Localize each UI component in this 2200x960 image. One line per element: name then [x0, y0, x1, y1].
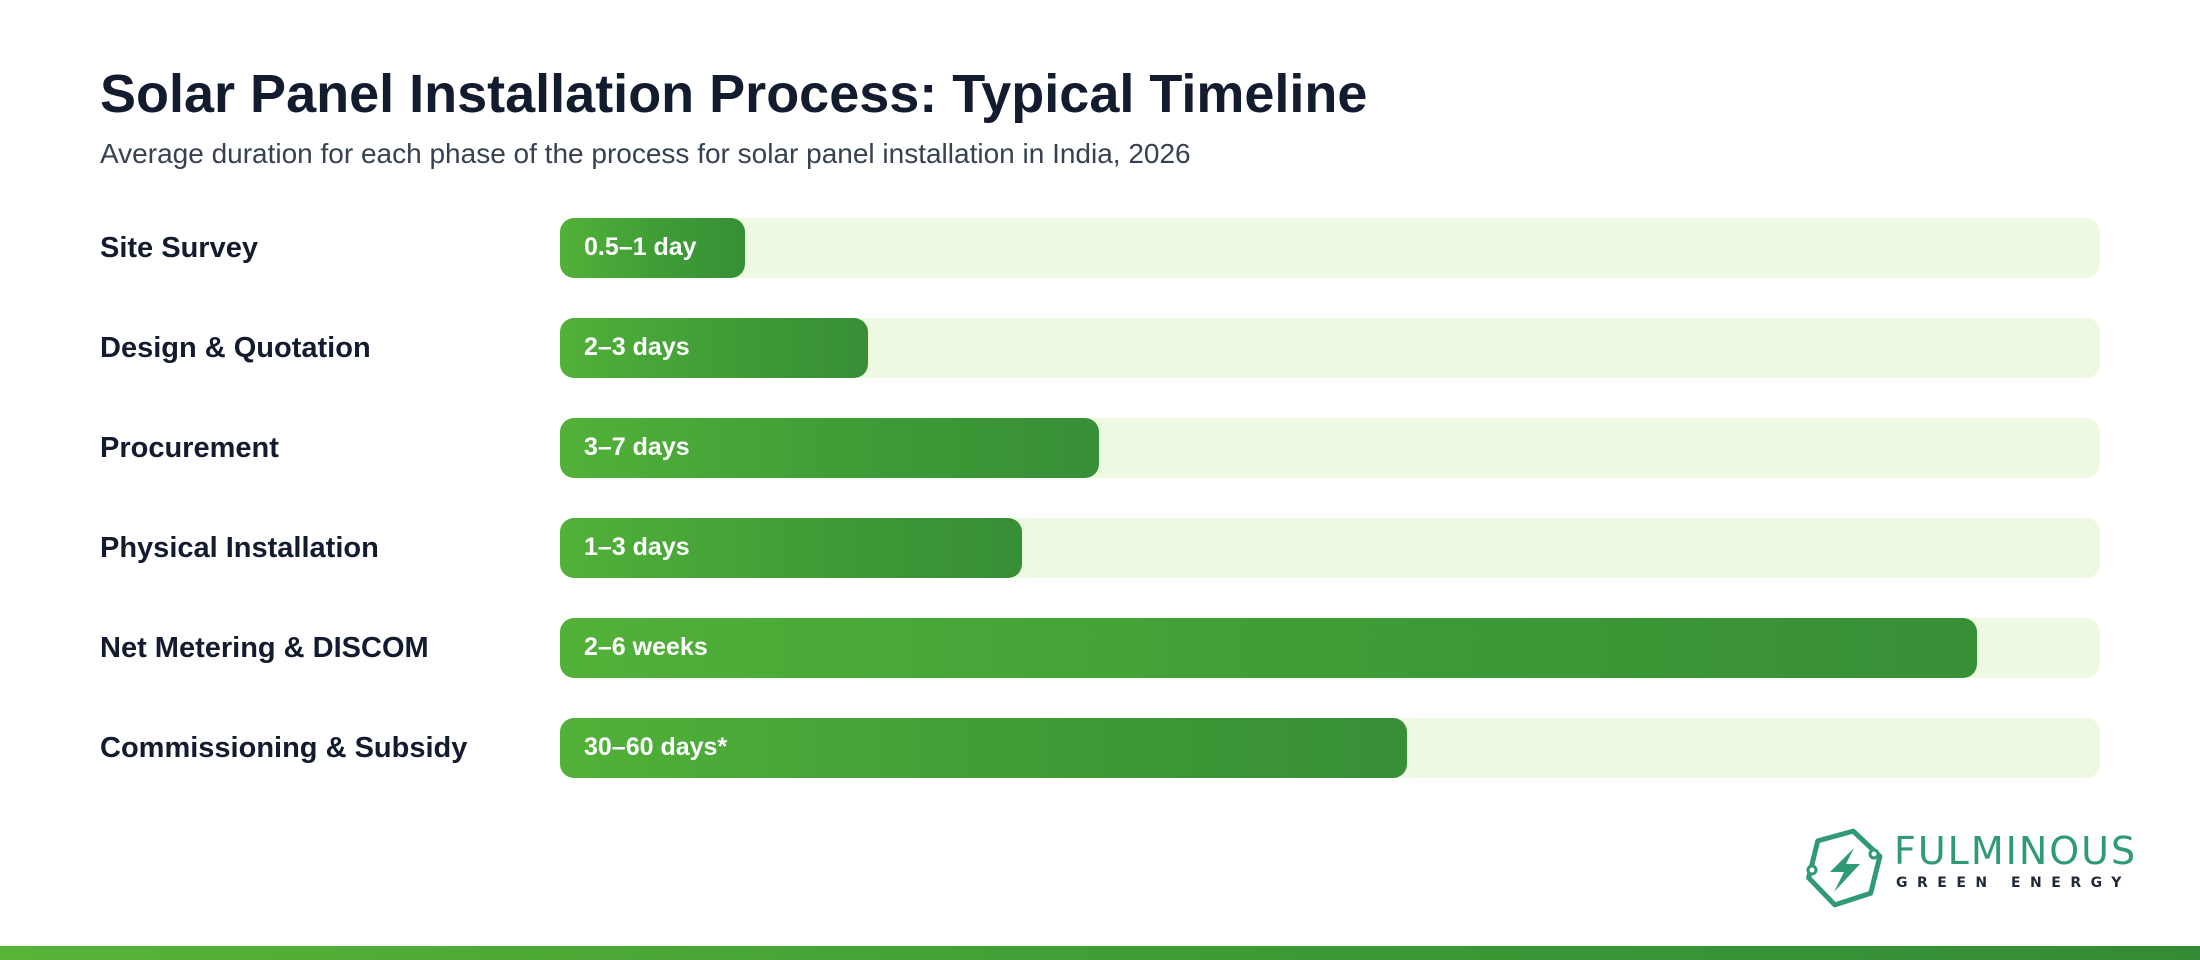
bar-track: 2–6 weeks — [560, 618, 2100, 678]
hexagon-lightning-icon — [1806, 828, 1883, 908]
bar-track: 0.5–1 day — [560, 218, 2100, 278]
chart-title: Solar Panel Installation Process: Typica… — [100, 64, 1368, 124]
duration-label: 3–7 days — [584, 433, 690, 461]
duration-label: 2–6 weeks — [584, 633, 708, 661]
brand-tagline: GREEN ENERGY — [1896, 875, 2131, 891]
duration-label: 1–3 days — [584, 533, 690, 561]
category-label: Design & Quotation — [100, 332, 371, 364]
category-label: Net Metering & DISCOM — [100, 632, 429, 664]
duration-bar: 3–7 days — [560, 418, 1099, 478]
duration-bar: 2–6 weeks — [560, 618, 1977, 678]
bar-track: 2–3 days — [560, 318, 2100, 378]
category-label: Procurement — [100, 432, 279, 464]
bar-track: 3–7 days — [560, 418, 2100, 478]
duration-label: 30–60 days* — [584, 733, 728, 761]
category-label: Physical Installation — [100, 532, 379, 564]
bottom-accent-strip — [0, 946, 2200, 960]
duration-bar: 30–60 days* — [560, 718, 1407, 778]
chart-subtitle: Average duration for each phase of the p… — [100, 138, 1191, 169]
duration-label: 2–3 days — [584, 333, 690, 361]
category-label: Site Survey — [100, 232, 258, 264]
category-label: Commissioning & Subsidy — [100, 732, 468, 764]
brand-name: FULMINOUS — [1894, 829, 2138, 873]
bar-track: 30–60 days* — [560, 718, 2100, 778]
brand-logo: FULMINOUS GREEN ENERGY — [1804, 826, 2138, 912]
duration-bar: 0.5–1 day — [560, 218, 745, 278]
bar-track: 1–3 days — [560, 518, 2100, 578]
duration-label: 0.5–1 day — [584, 233, 697, 261]
duration-bar: 1–3 days — [560, 518, 1022, 578]
duration-bar: 2–3 days — [560, 318, 868, 378]
